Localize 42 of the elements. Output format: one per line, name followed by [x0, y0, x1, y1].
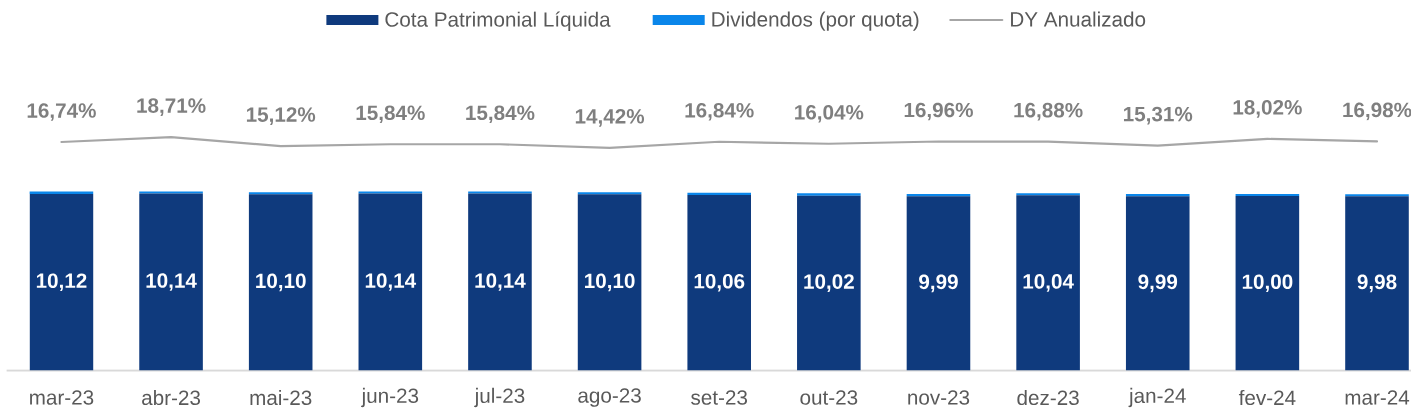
x-tick-label: dez-23	[1017, 389, 1079, 406]
data-label: 10,06	[694, 273, 745, 292]
x-tick-label: set-23	[691, 390, 748, 405]
data-label: 9,99	[919, 274, 958, 293]
data-label: 15,31%	[1123, 106, 1193, 125]
data-label: 9,98	[1357, 274, 1397, 293]
x-tick-label: jun-23	[361, 387, 419, 408]
data-label: 16,96%	[904, 102, 973, 121]
x-tick-label: jul-23	[474, 387, 525, 408]
x-tick-label: mar-24	[1345, 390, 1410, 405]
data-label: 10,00	[1242, 274, 1293, 293]
x-tick-label: jan-24	[1128, 387, 1186, 408]
data-label: 10,10	[585, 273, 635, 292]
x-tick-label: mai-23	[250, 389, 312, 406]
x-tick-label: ago-23	[578, 388, 641, 407]
data-label: 15,12%	[246, 107, 316, 125]
x-tick-label: abr-23	[142, 389, 200, 406]
data-label: 16,98%	[1343, 102, 1412, 121]
data-label: 10,04	[1023, 274, 1074, 292]
data-label: 18,71%	[137, 98, 206, 116]
data-label: 16,74%	[27, 103, 96, 121]
data-label: 14,42%	[575, 109, 645, 127]
x-tick-label: out-23	[800, 390, 858, 405]
legend-label: DY Anualizado	[1011, 11, 1146, 27]
data-label: 10,14	[146, 273, 197, 291]
data-label: 16,04%	[795, 104, 864, 123]
data-label: 18,02%	[1233, 100, 1302, 118]
data-label: 10,02	[804, 274, 854, 292]
x-tick-label: mar-23	[30, 390, 94, 405]
legend-label: Cota Patrimonial Líquida	[385, 11, 611, 31]
x-tick-label: nov-23	[908, 390, 970, 405]
data-label: 10,10	[256, 273, 306, 292]
data-label: 15,84%	[356, 105, 425, 124]
data-label: 16,84%	[685, 102, 754, 121]
data-label: 10,14	[475, 273, 526, 291]
data-label: 10,12	[36, 273, 87, 292]
x-tick-label: fev-24	[1238, 389, 1296, 406]
legend-label: Dividendos (por quota)	[712, 11, 919, 31]
data-label: 15,84%	[466, 105, 535, 124]
data-label: 16,88%	[1014, 102, 1083, 121]
data-label: 10,14	[365, 273, 417, 291]
data-label: 9,99	[1138, 274, 1178, 293]
